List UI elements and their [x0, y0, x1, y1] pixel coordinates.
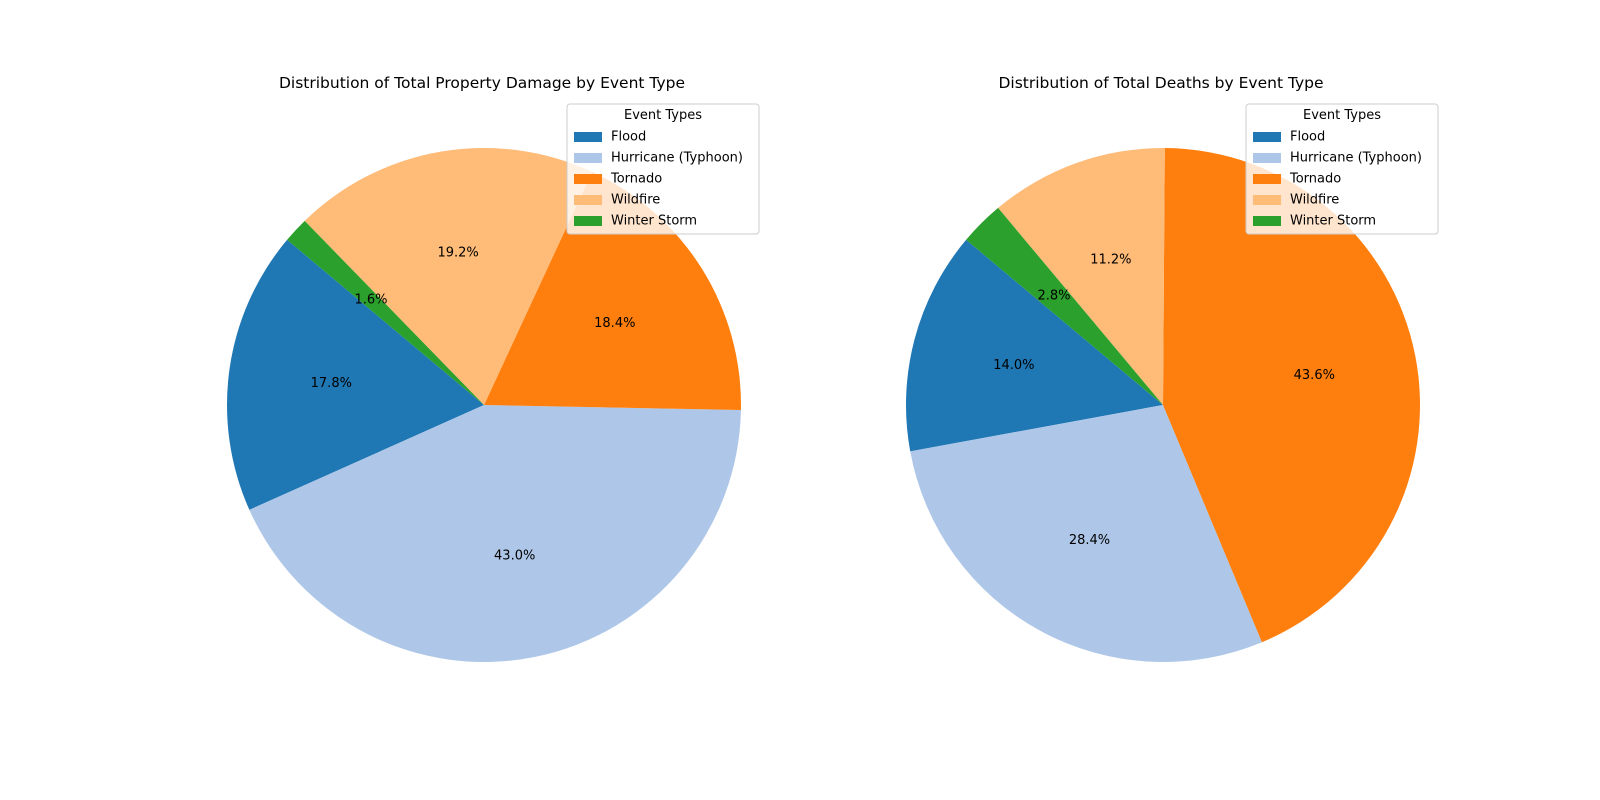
- legend-swatch-winter-storm: [574, 216, 602, 226]
- legend-items: Flood Hurricane (Typhoon) Tornado Wildfire W…: [1253, 130, 1422, 229]
- pie-slice-winter-storm: [287, 220, 484, 405]
- pct-label-flood: 17.8%: [311, 376, 352, 391]
- pct-label-tornado: 43.6%: [1294, 368, 1335, 383]
- pct-label-wildfire: 19.2%: [437, 246, 478, 261]
- pie-percent-labels: 14.0% 28.4% 43.6% 11.2% 2.8%: [993, 252, 1335, 548]
- legend-label-wildfire: Wildfire: [611, 193, 660, 208]
- legend-label-flood: Flood: [611, 130, 646, 145]
- legend-frame: [566, 103, 760, 235]
- legend-label-flood: Flood: [1290, 130, 1325, 145]
- pct-label-wildfire: 11.2%: [1090, 252, 1131, 267]
- pie-slices: [905, 148, 1421, 663]
- pct-label-hurricane-typhoon: 43.0%: [494, 549, 535, 564]
- legend-swatch-winter-storm: [1253, 216, 1281, 226]
- legend-swatch-hurricane-typhoon: [574, 153, 602, 163]
- legend-label-hurricane-typhoon: Hurricane (Typhoon): [611, 151, 743, 166]
- legend: Event Types Flood Hurricane (Typhoon) Torn…: [1245, 103, 1439, 235]
- pct-label-tornado: 18.4%: [594, 316, 635, 331]
- pie-slice-hurricane-typhoon: [249, 405, 741, 663]
- pct-label-flood: 14.0%: [993, 358, 1034, 373]
- legend-swatch-wildfire: [1253, 195, 1281, 205]
- pie-slice-hurricane-typhoon: [910, 405, 1262, 663]
- legend-swatch-flood: [574, 132, 602, 142]
- pie-slice-flood: [905, 239, 1163, 452]
- legend-title: Event Types: [1303, 108, 1381, 123]
- legend-swatch-tornado: [1253, 174, 1281, 184]
- legend-swatch-hurricane-typhoon: [1253, 153, 1281, 163]
- pct-label-hurricane-typhoon: 28.4%: [1069, 533, 1110, 548]
- legend-swatch-tornado: [574, 174, 602, 184]
- legend-label-winter-storm: Winter Storm: [611, 214, 697, 229]
- legend-items: Flood Hurricane (Typhoon) Tornado Wildfire W…: [574, 130, 743, 229]
- legend-label-hurricane-typhoon: Hurricane (Typhoon): [1290, 151, 1422, 166]
- pie-percent-labels: 17.8% 43.0% 18.4% 19.2% 1.6%: [311, 246, 636, 564]
- pie-slice-flood: [226, 239, 484, 510]
- legend-label-winter-storm: Winter Storm: [1290, 214, 1376, 229]
- pct-label-winter-storm: 2.8%: [1037, 288, 1070, 303]
- pct-label-winter-storm: 1.6%: [354, 293, 387, 308]
- pie-slices: [226, 148, 741, 663]
- legend-label-wildfire: Wildfire: [1290, 193, 1339, 208]
- pie-slice-wildfire: [304, 148, 593, 406]
- pie-slice-wildfire: [998, 148, 1165, 405]
- legend-frame: [1245, 103, 1439, 235]
- legend-swatch-wildfire: [574, 195, 602, 205]
- legend: Event Types Flood Hurricane (Typhoon) Torn…: [566, 103, 760, 235]
- legend-label-tornado: Tornado: [1289, 172, 1341, 187]
- chart-title: Distribution of Total Property Damage by…: [279, 74, 685, 92]
- chart-property-damage: Distribution of Total Property Damage by…: [226, 74, 760, 663]
- chart-deaths: Distribution of Total Deaths by Event Ty…: [905, 74, 1439, 663]
- legend-swatch-flood: [1253, 132, 1281, 142]
- pie-slice-tornado: [484, 171, 741, 411]
- pie-slice-winter-storm: [966, 207, 1163, 405]
- pie-slice-tornado: [1163, 148, 1421, 643]
- legend-label-tornado: Tornado: [610, 172, 662, 187]
- chart-title: Distribution of Total Deaths by Event Ty…: [998, 74, 1323, 92]
- legend-title: Event Types: [624, 108, 702, 123]
